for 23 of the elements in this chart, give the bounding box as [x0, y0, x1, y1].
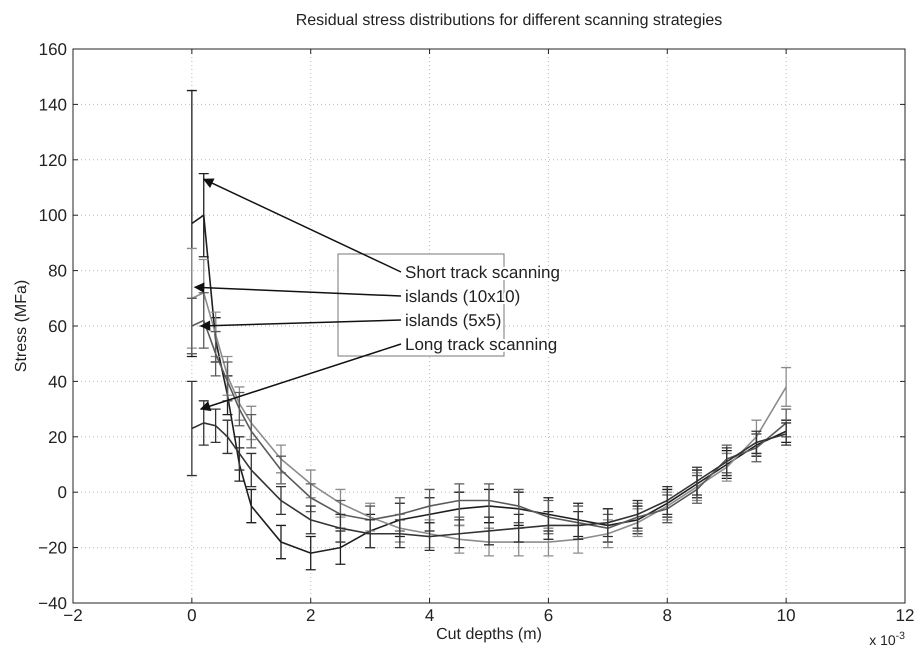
x-tick-label: 2	[306, 606, 316, 625]
x-tick-label: 4	[424, 606, 434, 625]
y-tick-label: 160	[38, 40, 67, 59]
y-tick-label: 100	[38, 206, 67, 226]
x-axis-title: Cut depths (m)	[436, 626, 542, 643]
x-tick-label: 10	[776, 606, 796, 625]
y-tick-label: 120	[38, 150, 67, 170]
y-tick-label: 40	[48, 372, 67, 392]
y-tick-label: 60	[48, 317, 67, 336]
annotation: islands (5x5)	[405, 311, 502, 330]
y-tick-label: 140	[38, 95, 67, 114]
y-axis-title: Stress (MFa)	[13, 280, 30, 372]
x-tick-label: 12	[896, 606, 914, 625]
y-tick-label: 0	[58, 483, 67, 502]
chart-title: Residual stress distributions for different scanning strategies	[296, 12, 722, 29]
text: x 10$^{-3}$	[869, 630, 906, 648]
x-tick-label: 0	[187, 606, 197, 625]
y-tick-label: 20	[48, 428, 67, 447]
x-tick-label: 6	[544, 606, 554, 625]
x-tick-label: 8	[662, 606, 672, 625]
y-tick-label: −20	[38, 538, 67, 558]
y-tick-label: −40	[38, 594, 67, 613]
y-tick-label: 80	[48, 262, 67, 281]
